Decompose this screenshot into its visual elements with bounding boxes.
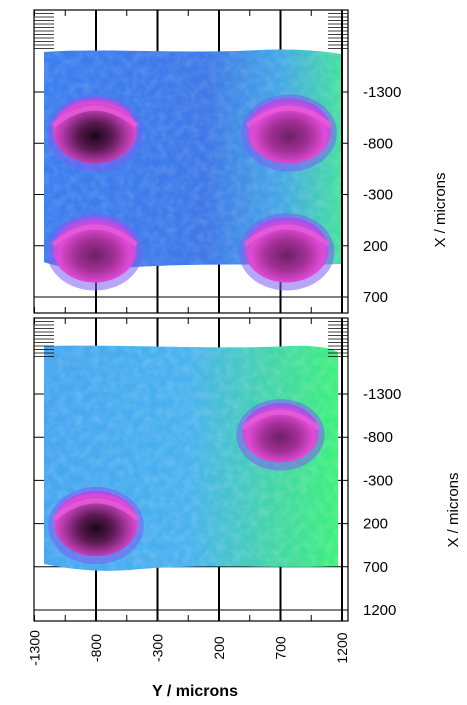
y-tick-label: 200	[363, 516, 388, 533]
crater-feature	[241, 94, 337, 172]
y-tick-label: 700	[363, 289, 388, 306]
y-tick-label: -1300	[363, 84, 401, 101]
panel-bottom-y-axis-title: X / microns	[445, 472, 462, 547]
x-tick-label: -300	[150, 634, 166, 662]
panel-top: -1300 -800 -300 200 700 X / microns	[33, 9, 449, 314]
y-tick-label: -300	[363, 472, 393, 489]
x-tick-label: -1300	[27, 630, 43, 666]
y-tick-label: 200	[363, 238, 388, 255]
crater-rim	[51, 224, 139, 247]
x-tick-label: 700	[273, 636, 289, 660]
crater-feature	[46, 213, 143, 291]
crater-feature	[238, 213, 335, 291]
panel-top-ticks	[34, 10, 348, 313]
panel-top-y-axis-title: X / microns	[432, 172, 449, 247]
crater-feature	[46, 94, 143, 172]
x-tick-label: -800	[88, 634, 104, 662]
x-tick-label: 1200	[334, 632, 350, 663]
x-tick-label: 200	[211, 636, 227, 660]
panel-bottom: -1300 -800 -300 200 700 1200 -1300 -800 -300 200…	[27, 317, 462, 666]
y-tick-label: -300	[363, 187, 393, 204]
crater-feature	[236, 399, 325, 471]
crater-rim	[240, 409, 321, 431]
panel-top-y-tick-labels: -1300 -800 -300 200 700	[363, 84, 401, 306]
y-tick-label: 700	[363, 559, 388, 576]
crater-rim	[243, 224, 331, 247]
y-tick-label: -800	[363, 429, 393, 446]
y-tick-label: -800	[363, 135, 393, 152]
y-tick-label: -1300	[363, 386, 401, 403]
x-axis-title: Y / microns	[152, 683, 238, 700]
y-tick-label: 1200	[363, 602, 396, 619]
panel-bottom-ticks	[34, 318, 348, 621]
panel-top-features	[46, 94, 337, 291]
crater-feature	[48, 486, 144, 565]
panel-bottom-y-tick-labels: -1300 -800 -300 200 700 1200	[363, 386, 401, 619]
panel-bottom-x-tick-labels: -1300 -800 -300 200 700 1200	[27, 630, 351, 666]
crater-rim	[245, 105, 333, 128]
crater-rim	[52, 498, 140, 521]
crater-rim	[51, 105, 139, 128]
panel-bottom-features	[48, 399, 325, 565]
